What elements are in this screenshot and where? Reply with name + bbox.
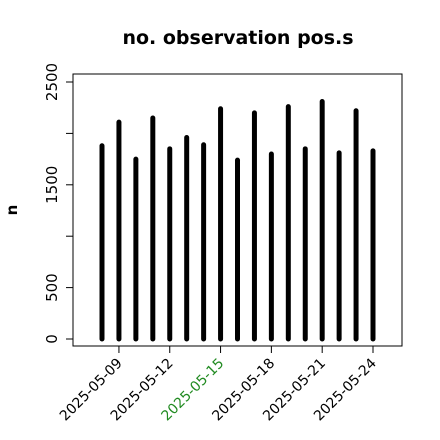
y-tick-label: 1500 [43,166,61,204]
plot-frame [72,73,403,347]
y-axis-label: n [3,205,21,216]
x-axis: 2025-05-092025-05-122025-05-152025-05-18… [57,346,380,424]
y-tick-label: 0 [43,334,61,344]
chart-title: no. observation pos.s [122,27,353,49]
y-tick-label: 500 [43,273,61,302]
y-axis: 0 500 1500 2500 [43,63,73,344]
bars [99,99,376,342]
y-tick-label: 2500 [43,63,61,101]
